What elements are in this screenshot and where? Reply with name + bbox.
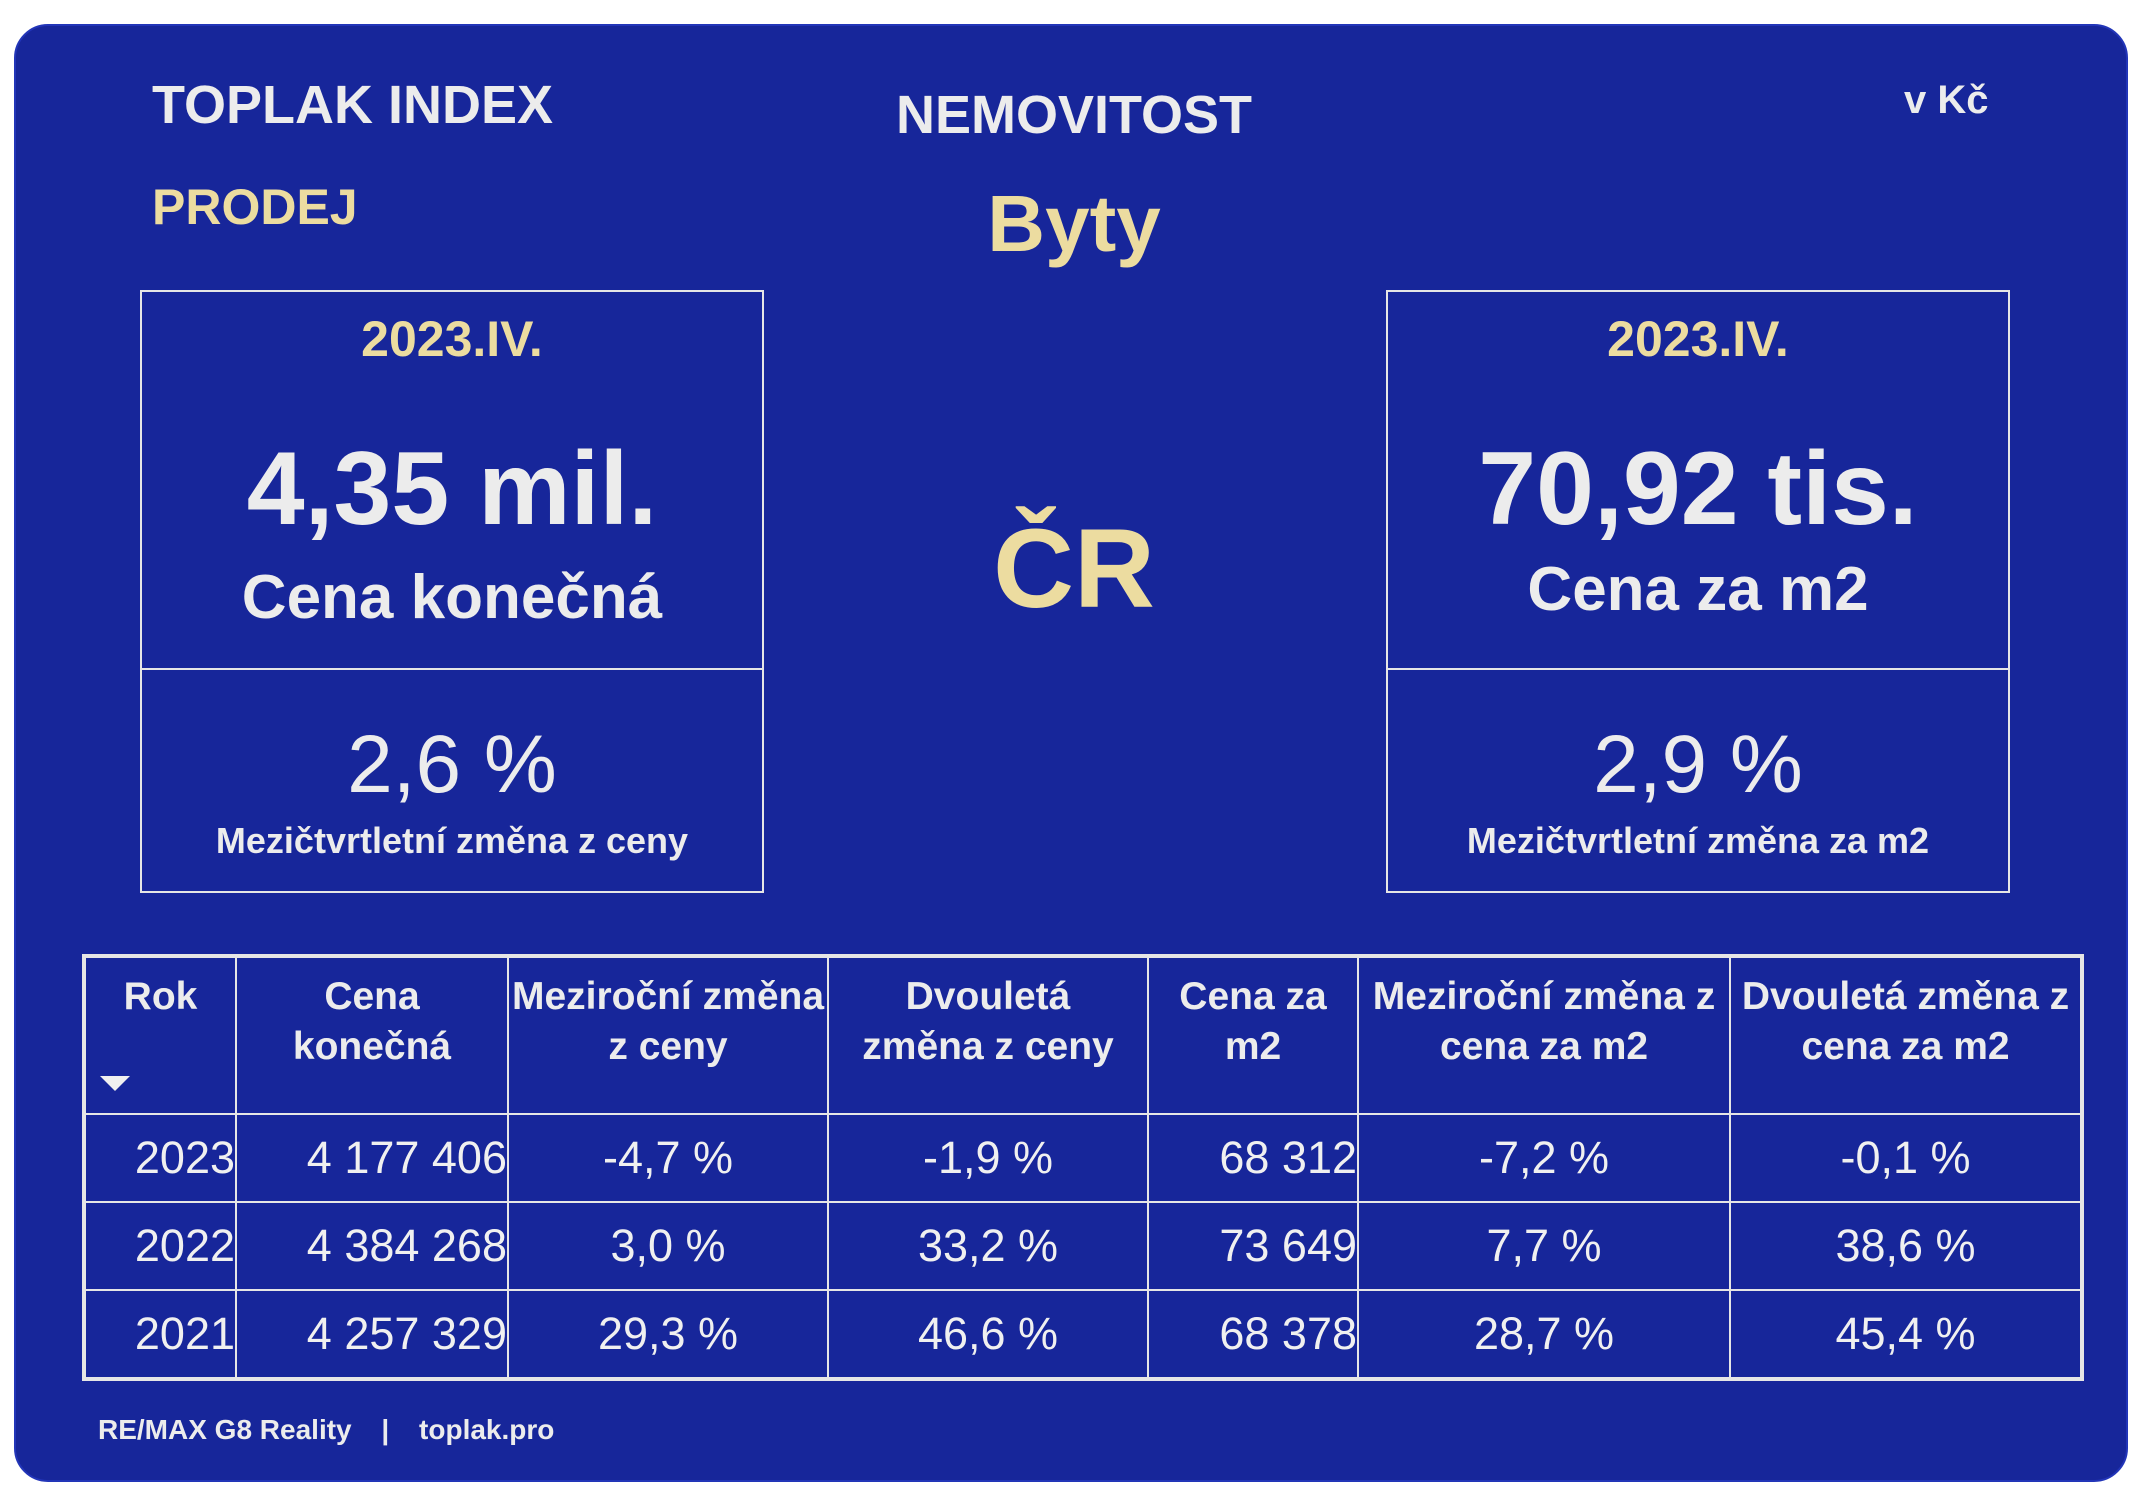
cell-2y-price: 33,2 %	[827, 1201, 1149, 1291]
card-label: Cena za m2	[1527, 555, 1869, 624]
column-header-yoy-m2[interactable]: Meziroční změna z cena za m2	[1357, 955, 1731, 1115]
cell-price-m2: 68 312	[1147, 1113, 1359, 1203]
cell-2y-m2: 38,6 %	[1729, 1201, 2083, 1291]
card-change-label: Mezičtvrtletní změna za m2	[1466, 820, 1930, 861]
column-header-year[interactable]: Rok	[83, 955, 237, 1115]
column-header-yoy-price[interactable]: Meziroční změna z ceny	[507, 955, 829, 1115]
cell-final-price: 4 177 406	[235, 1113, 509, 1203]
cell-2y-m2: -0,1 %	[1729, 1113, 2083, 1203]
cell-price-m2: 68 378	[1147, 1289, 1359, 1380]
category-value: Byty	[987, 179, 1161, 268]
cell-2y-price: 46,6 %	[827, 1289, 1149, 1380]
card-period: 2023.IV.	[1607, 311, 1789, 367]
column-header-2y-price[interactable]: Dvouletá změna z ceny	[827, 955, 1149, 1115]
card-change: 2,6 %	[347, 719, 557, 810]
cell-yoy-m2: 7,7 %	[1357, 1201, 1731, 1291]
card-change: 2,9 %	[1593, 719, 1803, 810]
sort-descending-icon[interactable]	[100, 1076, 130, 1091]
cell-year: 2021	[83, 1289, 237, 1380]
card-value: 70,92 tis.	[1478, 431, 1918, 547]
card-divider	[142, 668, 762, 670]
history-table: Rok Cena konečná Meziroční změna z ceny …	[82, 954, 2084, 1381]
card-change-label: Mezičtvrtletní změna z ceny	[215, 820, 689, 861]
column-header-label: Rok	[123, 975, 198, 1018]
cell-yoy-price: 3,0 %	[507, 1201, 829, 1291]
table-row: 2022 4 384 268 3,0 % 33,2 % 73 649 7,7 %…	[83, 1201, 2083, 1291]
cell-year: 2022	[83, 1201, 237, 1291]
cell-price-m2: 73 649	[1147, 1201, 1359, 1291]
cell-year: 2023	[83, 1113, 237, 1203]
card-value: 4,35 mil.	[246, 431, 658, 547]
price-per-m2-card: 2023.IV. 70,92 tis. Cena za m2 2,9 % Mez…	[1386, 290, 2010, 893]
table-row: 2023 4 177 406 -4,7 % -1,9 % 68 312 -7,2…	[83, 1113, 2083, 1203]
cell-final-price: 4 384 268	[235, 1201, 509, 1291]
cell-2y-m2: 45,4 %	[1729, 1289, 2083, 1380]
cell-2y-price: -1,9 %	[827, 1113, 1149, 1203]
region-label: ČR	[993, 506, 1155, 631]
footer-separator: |	[381, 1414, 390, 1445]
card-divider	[1388, 668, 2008, 670]
footer-website[interactable]: toplak.pro	[419, 1414, 555, 1445]
table-row: 2021 4 257 329 29,3 % 46,6 % 68 378 28,7…	[83, 1289, 2083, 1380]
footer: RE/MAX G8 Reality | toplak.pro	[98, 1414, 554, 1446]
table-header-row: Rok Cena konečná Meziroční změna z ceny …	[83, 955, 2083, 1115]
cell-yoy-price: -4,7 %	[507, 1113, 829, 1203]
card-label: Cena konečná	[241, 563, 663, 632]
cell-yoy-price: 29,3 %	[507, 1289, 829, 1380]
mode-label: PRODEJ	[152, 179, 358, 235]
price-card: 2023.IV. 4,35 mil. Cena konečná 2,6 % Me…	[140, 290, 764, 893]
category-label: NEMOVITOST	[895, 85, 1253, 145]
currency-label: v Kč	[1904, 78, 1989, 122]
cell-yoy-m2: 28,7 %	[1357, 1289, 1731, 1380]
column-header-final-price[interactable]: Cena konečná	[235, 955, 509, 1115]
card-period: 2023.IV.	[361, 311, 543, 367]
brand-title: TOPLAK INDEX	[152, 75, 554, 135]
cell-final-price: 4 257 329	[235, 1289, 509, 1380]
column-header-price-m2[interactable]: Cena za m2	[1147, 955, 1359, 1115]
column-header-2y-m2[interactable]: Dvouletá změna z cena za m2	[1729, 955, 2083, 1115]
footer-company: RE/MAX G8 Reality	[98, 1414, 352, 1445]
cell-yoy-m2: -7,2 %	[1357, 1113, 1731, 1203]
